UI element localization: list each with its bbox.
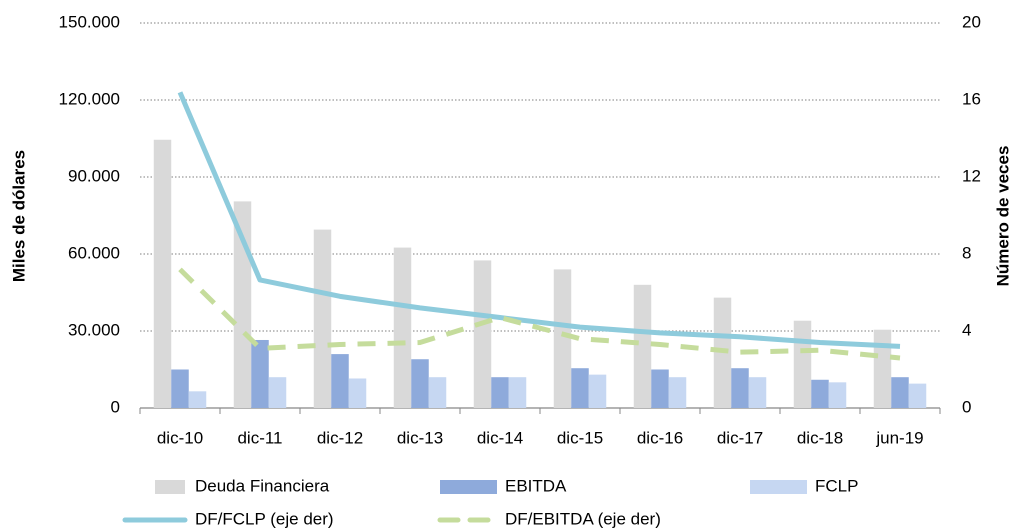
bar	[428, 377, 447, 408]
bar	[233, 201, 252, 408]
bar	[313, 229, 332, 408]
bar	[908, 383, 927, 408]
y-tick-label: 90.000	[68, 166, 120, 185]
legend-label: Deuda Financiera	[195, 476, 330, 495]
bar	[873, 329, 892, 408]
y2-tick-label: 4	[962, 320, 971, 339]
bar	[473, 260, 492, 408]
legend-swatch	[750, 480, 807, 494]
y2-tick-label: 8	[962, 243, 971, 262]
x-tick-label: dic-13	[397, 428, 443, 447]
x-tick-label: dic-17	[717, 428, 763, 447]
legend-label: DF/EBITDA (eje der)	[505, 509, 661, 528]
x-tick-label: dic-11	[237, 428, 282, 447]
bar	[411, 359, 429, 408]
bar	[348, 378, 367, 408]
bar	[508, 377, 527, 408]
y-tick-label: 0	[111, 397, 120, 416]
bar	[731, 368, 749, 408]
x-tick-label: dic-12	[317, 428, 363, 447]
bar	[748, 377, 767, 408]
y2-tick-label: 12	[962, 166, 981, 185]
bar	[811, 379, 829, 408]
bar	[188, 391, 207, 408]
bar	[251, 339, 269, 408]
y2-tick-label: 16	[962, 89, 981, 108]
line-series	[177, 91, 901, 349]
bar	[553, 269, 572, 408]
y-tick-label: 120.000	[59, 89, 120, 108]
x-tick-label: dic-14	[477, 428, 523, 447]
bar	[331, 354, 349, 408]
legend-label: DF/FCLP (eje der)	[195, 509, 334, 528]
y-tick-label: 60.000	[68, 243, 120, 262]
legend-label: EBITDA	[505, 476, 567, 495]
y2-axis-title: Número de veces	[993, 146, 1012, 287]
bar	[491, 377, 509, 408]
bar	[793, 320, 812, 408]
bar	[571, 368, 589, 408]
bar	[828, 382, 847, 408]
legend-label: FCLP	[815, 476, 858, 495]
line-series	[178, 267, 901, 361]
bar	[651, 369, 669, 408]
bar	[171, 369, 189, 408]
bar	[268, 377, 287, 408]
y2-tick-label: 0	[962, 397, 971, 416]
y-tick-label: 30.000	[68, 320, 120, 339]
y-tick-label: 150.000	[59, 12, 120, 31]
bar	[633, 284, 652, 408]
x-tick-label: dic-10	[157, 428, 203, 447]
bar	[891, 377, 909, 408]
legend-swatch	[440, 480, 497, 494]
x-tick-label: jun-19	[875, 428, 923, 447]
legend-swatch	[155, 480, 185, 494]
bar	[668, 377, 687, 408]
bar	[393, 247, 412, 408]
y-axis-title: Miles de dólares	[9, 150, 28, 282]
y2-tick-label: 20	[962, 12, 981, 31]
bar	[153, 139, 172, 409]
x-tick-label: dic-16	[637, 428, 683, 447]
x-tick-label: dic-15	[557, 428, 603, 447]
bar	[588, 374, 607, 408]
x-tick-label: dic-18	[797, 428, 843, 447]
